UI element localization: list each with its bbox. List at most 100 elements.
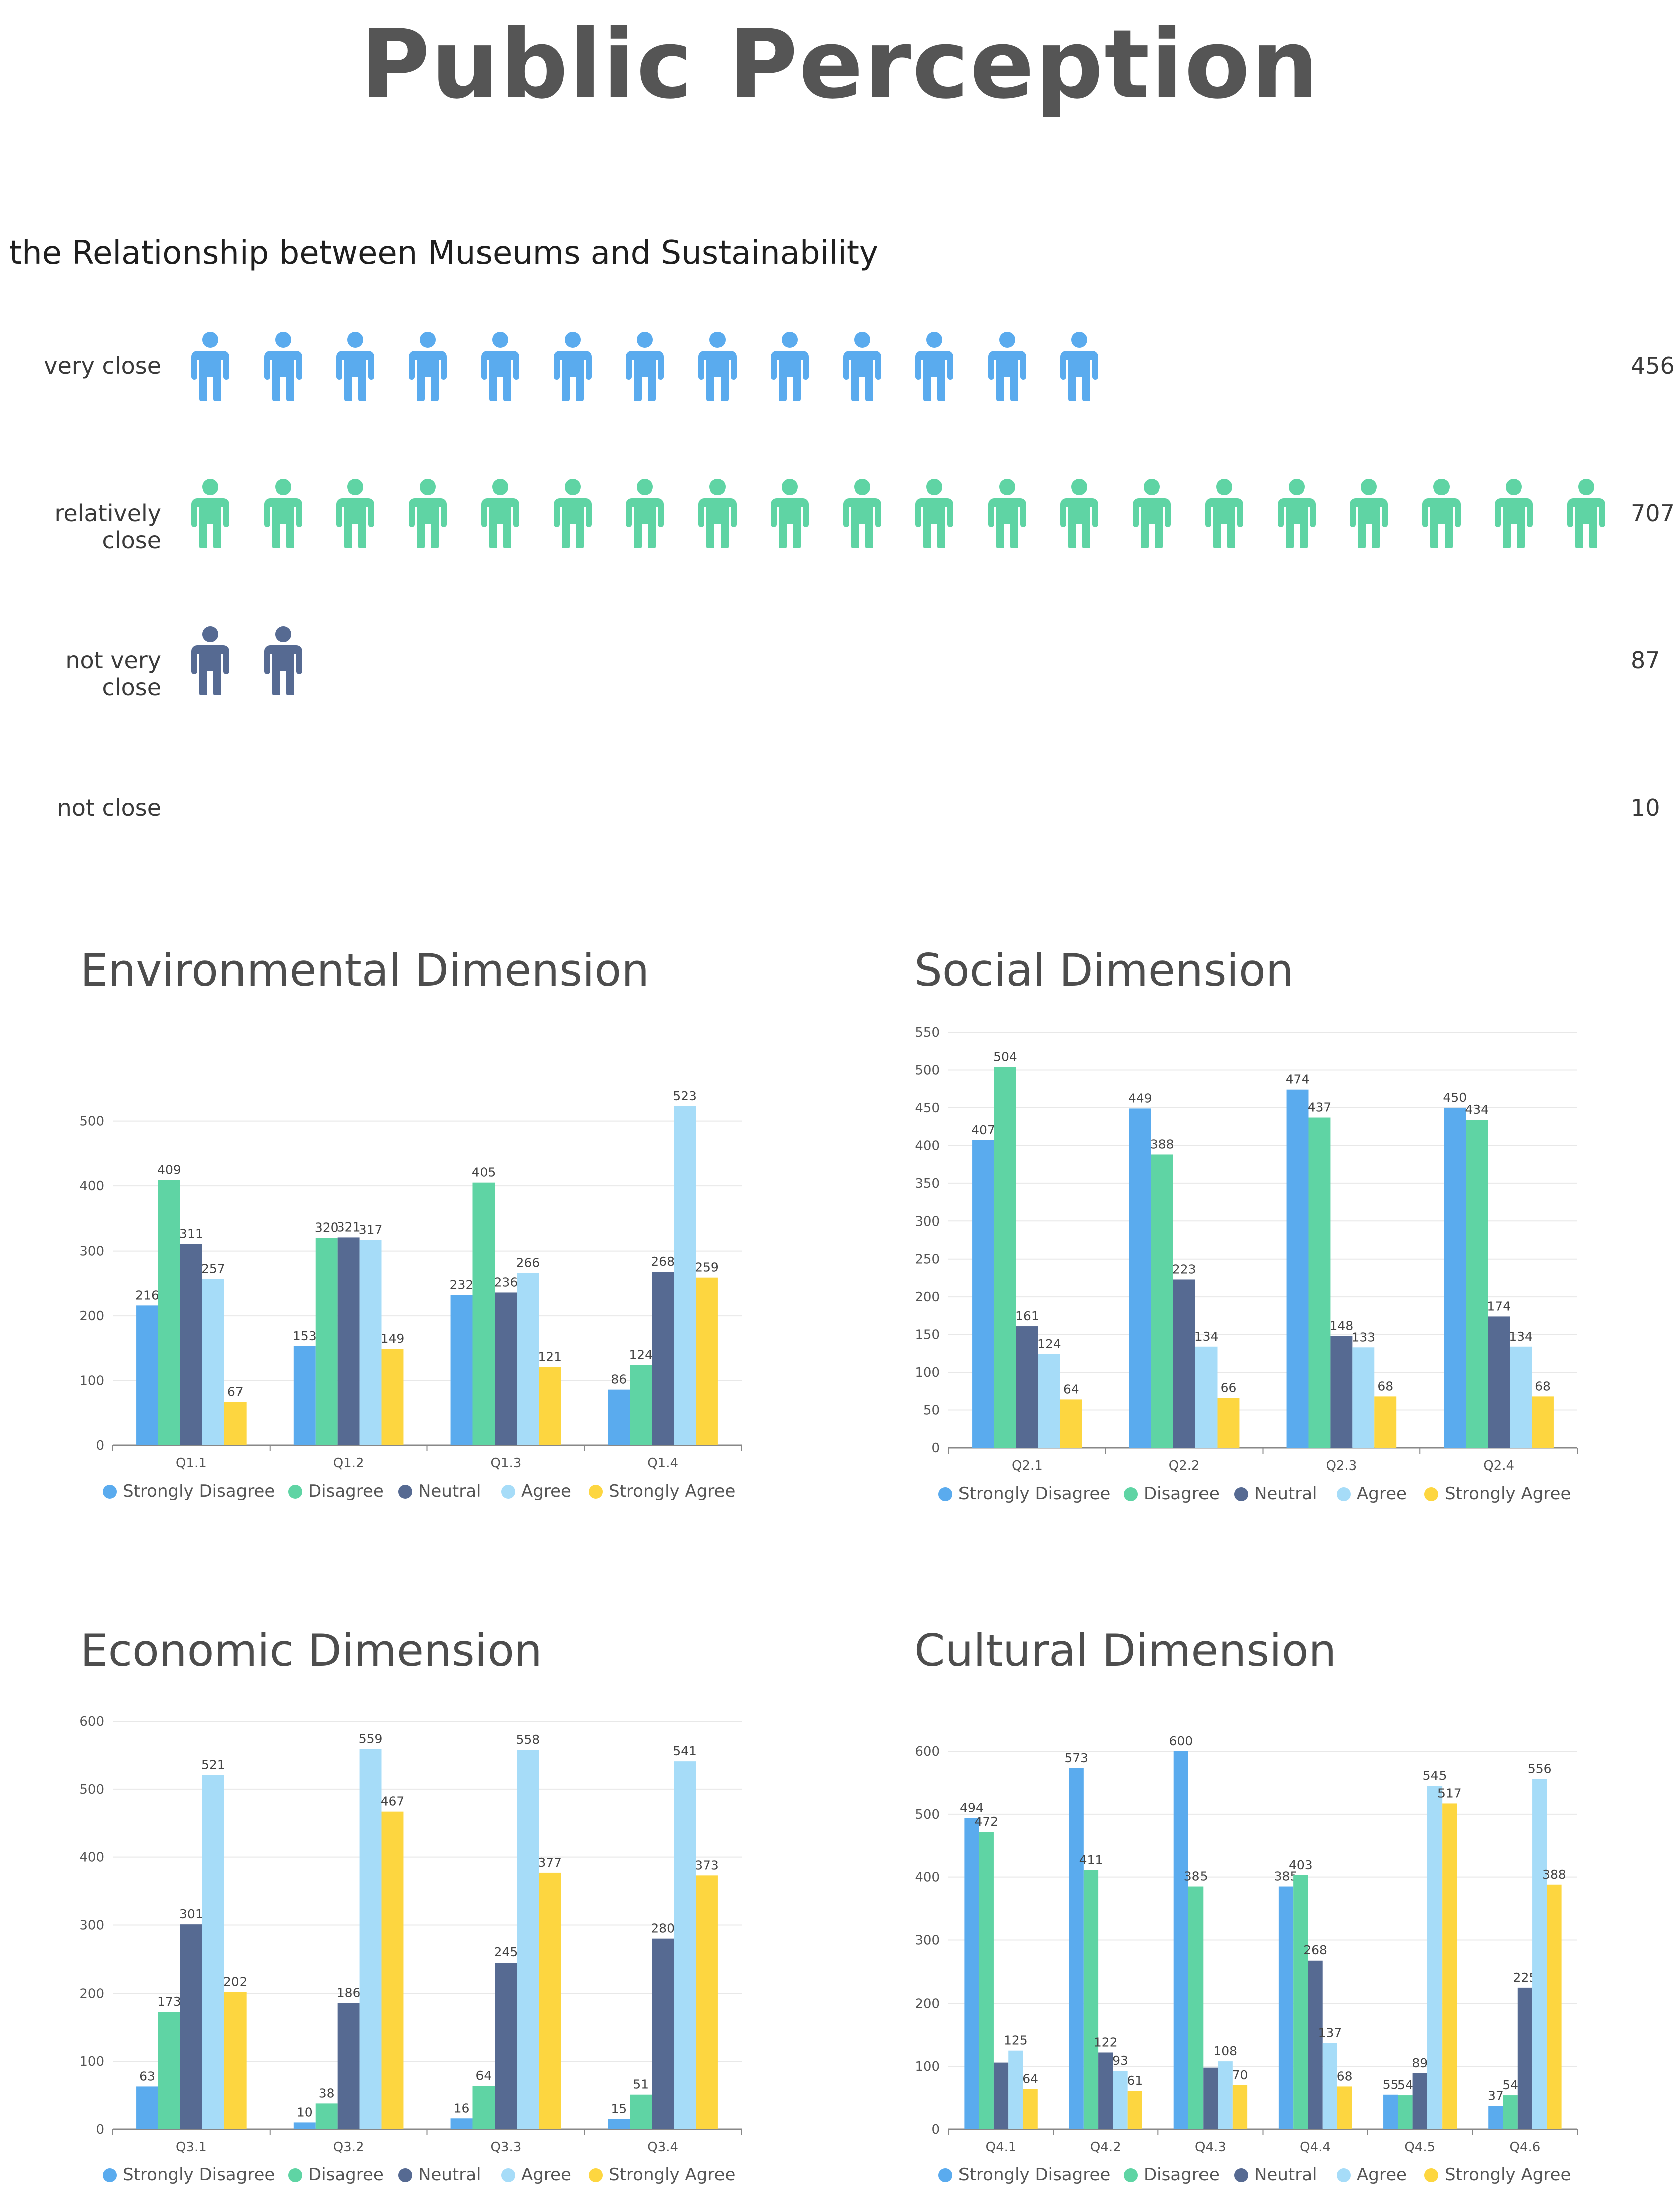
bar: [517, 1750, 539, 2129]
bar-value-label: 385: [1184, 1869, 1208, 1884]
person-icon: [843, 479, 881, 548]
pictograph-value: 707: [1631, 500, 1675, 527]
legend-marker: [103, 1485, 117, 1499]
bar-value-label: 573: [1064, 1751, 1088, 1765]
y-tick-label: 600: [915, 1744, 940, 1759]
bar: [381, 1349, 404, 1445]
bar: [674, 1106, 696, 1445]
x-tick-label: Q1.1: [176, 1456, 207, 1471]
y-tick-label: 150: [915, 1328, 940, 1343]
bar: [337, 2003, 360, 2129]
y-tick-label: 100: [915, 2059, 940, 2074]
bar-value-label: 68: [1535, 1379, 1551, 1393]
pictograph-label: very close: [44, 352, 161, 379]
pictograph-label: not close: [57, 794, 161, 821]
bar: [472, 1182, 495, 1445]
legend-item: Strongly Agree: [589, 1481, 735, 1501]
y-tick-label: 550: [915, 1025, 940, 1040]
bar-value-label: 10: [297, 2105, 313, 2119]
bar: [652, 1272, 674, 1445]
bar-value-label: 494: [959, 1800, 984, 1815]
legend-item: Strongly Disagree: [938, 2165, 1110, 2185]
bar: [1188, 1886, 1204, 2129]
legend-marker: [288, 2168, 302, 2182]
bar-value-label: 467: [381, 1794, 405, 1809]
bar: [630, 1365, 652, 1445]
bar: [202, 1279, 224, 1445]
bar-value-label: 223: [1172, 1262, 1196, 1276]
bar-value-label: 388: [1150, 1137, 1174, 1151]
legend-marker: [1337, 1487, 1351, 1501]
bar: [224, 1402, 247, 1445]
legend-label: Strongly Agree: [1445, 1484, 1571, 1504]
legend-item: Disagree: [288, 1481, 384, 1501]
pictograph-title: the Relationship between Museums and Sus…: [9, 234, 878, 272]
bar-value-label: 63: [139, 2069, 155, 2083]
bar-value-label: 122: [1094, 2035, 1118, 2049]
x-tick-label: Q2.3: [1326, 1458, 1357, 1474]
bar-value-label: 559: [359, 1732, 383, 1746]
bar-value-label: 377: [538, 1855, 562, 1870]
bar-value-label: 37: [1488, 2088, 1504, 2103]
bar-value-label: 186: [337, 1985, 361, 2000]
pictograph-value: 10: [1631, 794, 1660, 821]
bar-value-label: 523: [673, 1089, 697, 1103]
chart-title-environmental: Environmental Dimension: [80, 944, 650, 996]
bar-value-label: 149: [381, 1331, 405, 1346]
bar: [652, 1938, 674, 2129]
pictograph-value: 456: [1631, 352, 1675, 379]
y-tick-label: 600: [79, 1714, 104, 1729]
legend-item: Neutral: [398, 1481, 482, 1501]
person-icon: [915, 332, 953, 401]
bar-value-label: 434: [1465, 1102, 1489, 1117]
person-icon: [771, 479, 809, 548]
bar: [1383, 2094, 1398, 2129]
legend-label: Disagree: [1144, 2165, 1220, 2185]
legend-label: Agree: [521, 1481, 571, 1501]
legend-item: Neutral: [398, 2165, 482, 2185]
bar: [994, 1067, 1016, 1448]
environmental-bar-chart: 0 100 200 300 400 500 Q1.1 216 409 311 257 67 Q1.2 15…: [79, 1089, 742, 1501]
x-tick-label: Q4.3: [1195, 2140, 1226, 2155]
bar: [180, 1244, 202, 1445]
legend-marker: [398, 1485, 412, 1499]
legend-marker: [1124, 2168, 1138, 2182]
person-icon: [698, 479, 737, 548]
bar-value-label: 437: [1308, 1100, 1332, 1115]
person-icon: [336, 479, 374, 548]
bar: [1129, 1108, 1151, 1448]
bar-value-label: 280: [651, 1921, 675, 1936]
bar-value-label: 173: [157, 1994, 181, 2009]
legend-label: Strongly Disagree: [123, 1481, 275, 1501]
y-tick-label: 300: [79, 1918, 104, 1933]
bar-value-label: 472: [974, 1814, 998, 1829]
bar: [495, 1963, 517, 2129]
bar: [517, 1273, 539, 1445]
y-tick-label: 400: [915, 1138, 940, 1153]
x-tick-label: Q2.4: [1483, 1458, 1514, 1474]
legend-label: Agree: [1357, 2165, 1407, 2185]
bar-value-label: 124: [629, 1347, 653, 1362]
bar: [1374, 1396, 1397, 1448]
bar: [1322, 2043, 1338, 2129]
x-tick-label: Q2.2: [1169, 1458, 1200, 1474]
legend-marker: [288, 1485, 302, 1499]
person-icon: [1277, 479, 1316, 548]
y-tick-label: 200: [915, 1996, 940, 2011]
bar: [136, 1305, 158, 1445]
bar: [674, 1761, 696, 2129]
person-icon: [1422, 479, 1461, 548]
person-icon: [553, 332, 592, 401]
bar-value-label: 174: [1487, 1299, 1511, 1313]
bar: [1217, 1398, 1240, 1448]
bar-value-label: 89: [1412, 2056, 1428, 2070]
bar: [158, 1180, 180, 1445]
y-tick-label: 100: [915, 1365, 940, 1380]
x-tick-label: Q3.4: [647, 2140, 678, 2155]
bar: [1286, 1089, 1309, 1448]
bar: [608, 1389, 630, 1445]
bar: [1038, 1354, 1060, 1448]
bar: [1113, 2070, 1128, 2129]
bar: [1337, 2086, 1352, 2129]
bar-value-label: 202: [223, 1975, 248, 1989]
